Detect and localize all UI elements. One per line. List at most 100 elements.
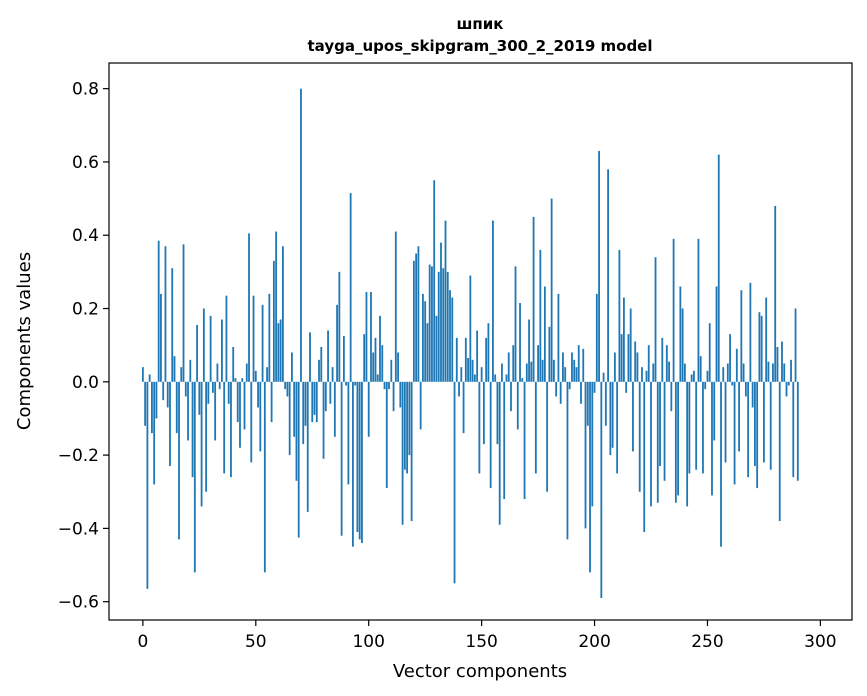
bar <box>656 381 659 503</box>
bar <box>715 286 718 382</box>
bar <box>209 315 212 382</box>
bar <box>270 381 273 423</box>
bar <box>704 381 707 390</box>
bar <box>311 381 314 423</box>
bar <box>607 169 609 382</box>
bar <box>239 381 241 448</box>
bar <box>735 348 738 382</box>
bar <box>512 345 515 382</box>
bar <box>713 381 716 441</box>
bar <box>550 198 553 382</box>
bar <box>193 381 196 573</box>
bar <box>564 367 567 382</box>
bar <box>659 381 661 467</box>
bar <box>647 345 650 382</box>
bar <box>458 381 460 397</box>
bar <box>654 257 657 382</box>
bar <box>496 381 499 445</box>
y-tick-label: 0.2 <box>72 300 99 320</box>
bar <box>683 363 686 382</box>
bar <box>151 381 153 434</box>
bar <box>424 301 427 382</box>
bar <box>462 381 465 434</box>
bar <box>774 205 777 382</box>
bar <box>225 295 228 382</box>
bar <box>266 367 268 382</box>
bar <box>144 381 147 426</box>
x-tick-label: 50 <box>245 632 267 652</box>
bar <box>790 359 792 382</box>
bar <box>625 381 628 393</box>
bar <box>363 334 366 382</box>
bar <box>571 352 573 382</box>
bar <box>539 249 542 382</box>
bar <box>394 231 397 382</box>
bar <box>665 345 668 382</box>
bar <box>787 381 790 386</box>
bar <box>532 216 535 382</box>
bar <box>717 154 720 382</box>
bar <box>286 381 289 397</box>
y-axis-ticks: −0.6 −0.4 −0.2 0.0 0.2 0.4 0.6 0.8 <box>58 80 109 613</box>
x-tick-label: 150 <box>465 632 497 652</box>
bar <box>211 381 214 393</box>
bar <box>498 381 501 525</box>
bar <box>313 381 316 415</box>
bar <box>582 348 585 382</box>
chart-title: шпик <box>457 15 504 33</box>
bar <box>661 337 664 382</box>
bar <box>688 381 691 474</box>
bar <box>636 352 639 382</box>
bar <box>672 238 675 382</box>
bar <box>525 363 528 382</box>
bar <box>230 381 232 478</box>
bar <box>781 341 783 382</box>
bar <box>390 359 393 382</box>
bar <box>381 345 384 382</box>
x-tick-label: 0 <box>137 632 148 652</box>
bar <box>370 292 372 382</box>
y-axis-label: Components values <box>14 252 35 430</box>
bar <box>349 193 352 382</box>
bar <box>523 381 526 500</box>
bar <box>376 374 379 382</box>
bar <box>593 381 596 393</box>
bar <box>397 352 399 382</box>
bar <box>467 357 469 382</box>
bar <box>189 359 192 382</box>
bar <box>329 381 332 404</box>
bar <box>602 372 605 382</box>
bar <box>259 381 262 452</box>
bar <box>401 381 404 525</box>
bar <box>681 308 684 382</box>
bar <box>618 249 621 382</box>
bar <box>562 352 564 382</box>
x-tick-label: 200 <box>578 632 610 652</box>
bar <box>794 308 797 382</box>
bar <box>546 381 549 492</box>
bar <box>584 381 587 529</box>
bar <box>406 381 409 474</box>
bar <box>157 240 160 382</box>
bar <box>510 381 512 412</box>
bar <box>568 381 571 390</box>
bar <box>184 381 187 397</box>
bar <box>729 334 731 382</box>
bar <box>288 381 291 456</box>
bar <box>433 180 436 382</box>
bar <box>236 381 239 423</box>
bar <box>604 381 607 426</box>
bar <box>417 246 420 382</box>
bar <box>530 361 533 382</box>
bar <box>320 347 323 382</box>
bar <box>677 381 680 496</box>
bar <box>751 381 754 408</box>
bar <box>426 323 429 382</box>
bar <box>541 359 544 382</box>
bar <box>324 381 327 412</box>
bar <box>153 381 156 485</box>
bar <box>580 381 582 404</box>
bar <box>164 246 167 382</box>
bar <box>227 381 230 404</box>
